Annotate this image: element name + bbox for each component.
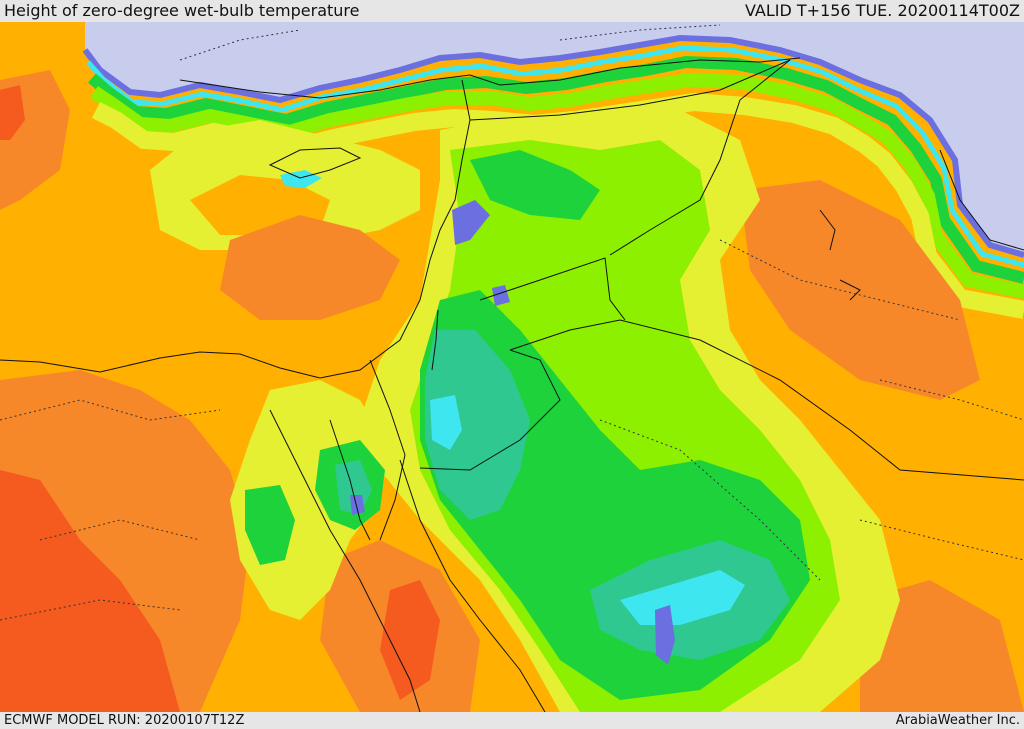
blue-south-peak	[655, 605, 675, 665]
red-orange-west	[0, 85, 25, 140]
model-run-label: ECMWF MODEL RUN: 20200107T12Z	[4, 713, 245, 728]
weather-map	[0, 22, 1024, 712]
blue-jordan	[492, 285, 510, 306]
coastline-west-lakes	[819, 209, 861, 301]
map-canvas	[0, 22, 1024, 712]
coastline-cyprus	[268, 147, 362, 179]
borders	[0, 57, 1024, 712]
lime-fringe	[90, 72, 1024, 299]
coastline-persian-gulf	[939, 149, 1024, 251]
green-fringe	[88, 55, 1024, 284]
coastline-mediterranean	[0, 79, 471, 379]
header-bar: Height of zero-degree wet-bulb temperatu…	[0, 0, 1024, 22]
border-egypt-israel	[369, 359, 406, 456]
blue-fringe	[82, 34, 1024, 258]
border-jordan-saudi	[419, 349, 561, 471]
dark-orange-se	[860, 580, 1024, 712]
border-syria-iraq	[479, 257, 626, 321]
credit-label: ArabiaWeather Inc.	[895, 713, 1020, 728]
red-orange-sw	[0, 470, 180, 712]
valid-time: VALID T+156 TUE. 20200114T00Z	[744, 1, 1020, 20]
coastline-dead-sea	[431, 309, 439, 371]
cyan-fringe	[86, 45, 1024, 268]
cold-region-north	[85, 22, 1024, 255]
blue-lebanon	[452, 200, 490, 245]
admin-border-arabia	[599, 239, 961, 581]
blue-sinai-peak	[350, 495, 365, 515]
map-title: Height of zero-degree wet-bulb temperatu…	[4, 1, 360, 20]
teal-field	[425, 330, 530, 520]
coastline-gulf-of-suez	[329, 419, 371, 541]
coastline-gulf-of-aqaba	[379, 454, 406, 541]
admin-border-west	[0, 519, 201, 621]
cyan-south	[620, 570, 745, 625]
coastline-turkey	[179, 57, 801, 99]
green-egypt	[245, 485, 295, 565]
footer-bar: ECMWF MODEL RUN: 20200107T12Z ArabiaWeat…	[0, 712, 1024, 729]
border-syria-turkey	[469, 59, 791, 121]
coastline-red-sea-east	[399, 459, 546, 712]
red-orange-south	[380, 580, 440, 700]
green-north	[470, 150, 600, 220]
border-iraq-saudi	[509, 319, 1024, 481]
border-iraq-iran	[609, 59, 791, 256]
cyan-levant	[430, 395, 462, 450]
coastline-red-sea-west	[269, 409, 421, 712]
dark-orange-center	[220, 215, 400, 320]
admin-borders	[0, 24, 1024, 621]
admin-border-north	[0, 24, 721, 421]
admin-border-east	[859, 379, 1024, 561]
